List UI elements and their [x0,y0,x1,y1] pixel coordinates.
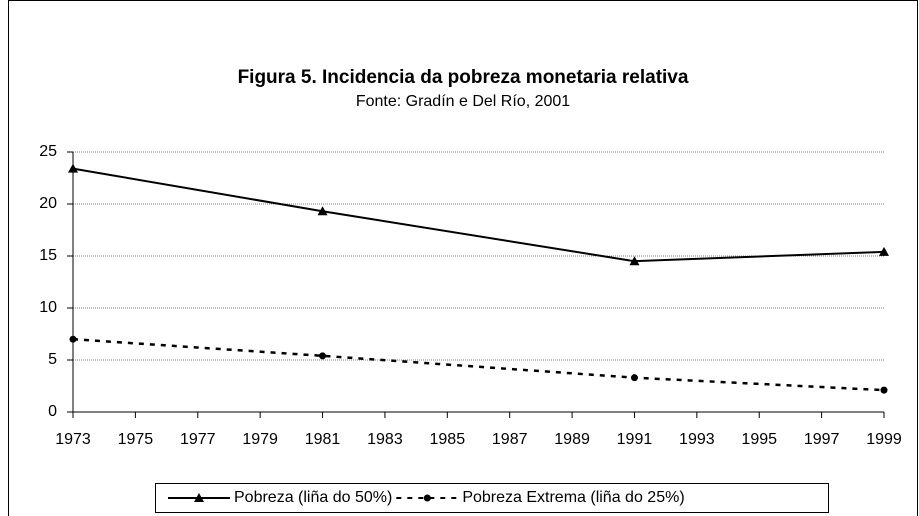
legend-label: Pobreza (liña do 50%) [234,489,392,506]
marker [423,494,431,502]
x-tick-label: 1987 [492,431,528,448]
chart-border [8,0,918,516]
x-tick-label: 1999 [866,431,902,448]
y-tick-label: 5 [48,351,57,368]
x-tick-label: 1981 [305,431,341,448]
marker [317,206,328,216]
marker [194,493,204,502]
y-tick-label: 20 [39,195,57,212]
legend-label: Pobreza Extrema (liña do 25%) [462,489,684,506]
x-tick-label: 1997 [804,431,840,448]
y-tick-label: 15 [39,247,57,264]
marker [68,163,78,173]
x-tick-label: 1983 [367,431,403,448]
chart-title: Figura 5. Incidencia da pobreza monetari… [238,67,689,88]
x-tick-label: 1975 [118,431,154,448]
x-tick-label: 1989 [554,431,590,448]
marker [879,246,889,256]
y-tick-label: 0 [48,403,57,420]
x-tick-label: 1985 [430,431,466,448]
marker [629,256,640,266]
x-tick-label: 1973 [55,431,91,448]
x-tick-label: 1979 [242,431,278,448]
chart-subtitle: Fonte: Gradín e Del Río, 2001 [356,93,570,110]
y-tick-label: 10 [39,299,57,316]
x-tick-label: 1993 [679,431,715,448]
x-tick-label: 1977 [180,431,216,448]
x-tick-label: 1995 [741,431,777,448]
legend-box [155,483,829,513]
marker [69,335,77,343]
marker [880,386,888,394]
series-line [72,337,885,392]
marker [319,352,327,360]
x-tick-label: 1991 [617,431,653,448]
y-tick-label: 25 [39,143,57,160]
marker [630,374,638,382]
series-line [72,167,885,263]
